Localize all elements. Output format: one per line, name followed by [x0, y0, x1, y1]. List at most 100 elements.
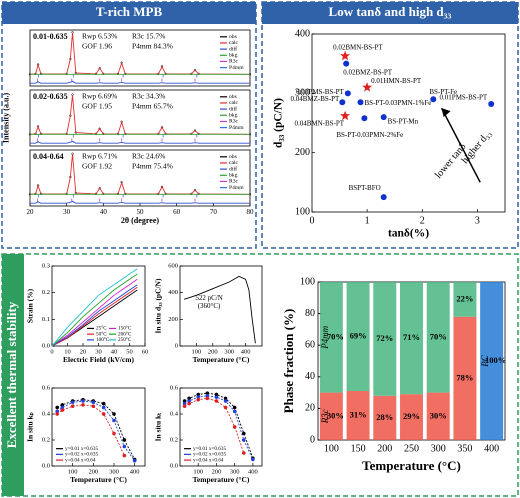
fit-stat: GOF 1.92 — [82, 162, 112, 171]
series-line — [184, 397, 245, 454]
legend-label: calc — [229, 100, 239, 106]
y-axis-label: In situ d₃₃ (pC/N) — [153, 278, 162, 333]
x-tick-label: 0 — [50, 348, 53, 355]
value-label: 71% — [403, 332, 420, 342]
y-tick-label: 0.1 — [42, 316, 50, 323]
panel-label: 0.01-0.635 — [33, 32, 68, 41]
data-point — [232, 425, 237, 429]
data-point — [70, 400, 75, 405]
y-tick-label: 60 — [305, 339, 315, 350]
y-axis-label: Intensity (a.u.) — [2, 93, 11, 144]
series-line — [30, 200, 250, 204]
point-label: 0.01PMS-BS-PT — [440, 94, 488, 102]
data-point — [193, 129, 197, 132]
x-tick-label: 20 — [80, 348, 87, 355]
plot-frame — [29, 89, 251, 147]
data-point — [488, 101, 495, 108]
x-tick-label: 30 — [95, 348, 102, 355]
y-tick-label: 0.0 — [42, 342, 50, 349]
data-point — [223, 405, 228, 410]
value-label: 31% — [350, 409, 367, 419]
legend-label: y=0.04 x=0.64 — [193, 457, 224, 463]
data-point — [122, 444, 127, 449]
data-point — [340, 110, 350, 121]
x-tick-label: 300 — [431, 443, 446, 454]
panel-label: 0.04-0.64 — [33, 152, 64, 161]
fit-stat: P4mm 65.7% — [132, 102, 173, 111]
y-tick-label: 100 — [300, 276, 315, 287]
x-tick-label: 200 — [208, 348, 218, 355]
legend-label: bkg — [229, 173, 238, 179]
y-tick-label: 200 — [295, 147, 310, 158]
legend-label: y=0.02 x=0.635 — [65, 452, 98, 458]
y-tick-label: 0.3 — [42, 262, 50, 269]
value-label: 29% — [403, 411, 420, 421]
data-point — [112, 431, 116, 436]
data-point — [55, 412, 60, 416]
plot-frame — [29, 149, 251, 207]
legend-label: 200°C — [118, 330, 132, 337]
y-tick-label: 0.2 — [42, 289, 50, 296]
legend-label: P4mm — [229, 125, 244, 131]
point-label: 0.02BMN-BS-PT — [333, 44, 383, 52]
data-point — [193, 68, 197, 72]
bar-segment — [346, 282, 370, 392]
x-tick-label: 100 — [192, 348, 202, 355]
data-point — [362, 82, 373, 92]
value-label: 69% — [350, 330, 367, 340]
legend-label: R3c — [229, 59, 239, 65]
x-tick-label: 400 — [484, 443, 499, 454]
data-point — [81, 399, 85, 403]
point-label: 0.04BMN-BS-PT — [294, 119, 344, 127]
legend-label: 250°C — [118, 336, 132, 343]
legend-label: diff — [229, 45, 237, 52]
series-line — [51, 278, 138, 347]
data-point — [193, 188, 197, 192]
y-tick-label: 0.6 — [170, 384, 179, 391]
y-tick-label: 0.0 — [42, 462, 50, 469]
legend-label: obs — [229, 154, 237, 160]
fit-stat: Rwp 6.53% — [82, 32, 117, 41]
x-tick-label: 10 — [64, 348, 71, 355]
data-point — [361, 115, 368, 122]
series-line — [51, 273, 138, 347]
data-point — [98, 127, 101, 130]
data-point — [232, 409, 237, 414]
y-tick-label: 400 — [168, 289, 178, 296]
arrow-head — [441, 108, 451, 118]
value-label: 30% — [327, 410, 344, 420]
y-axis-label: Strain (%) — [25, 288, 34, 323]
legend-label: calc — [229, 160, 239, 166]
x-tick-label: 100 — [68, 468, 78, 475]
y-tick-label: 100 — [295, 206, 310, 217]
point-label: BS-PT-0.03PMN-2%Fe — [336, 131, 403, 139]
series-line — [51, 284, 138, 347]
x-tick-label: 350 — [457, 443, 472, 454]
plot-frame — [29, 29, 251, 87]
x-axis-label: Temperature (°C) — [70, 475, 127, 484]
series-line — [30, 140, 250, 144]
x-tick-label: 60 — [142, 348, 149, 355]
y-tick-label: 0.4 — [170, 410, 179, 417]
data-point — [60, 408, 65, 412]
fit-stat: Rwp 6.69% — [82, 92, 117, 101]
y-tick-label: 80 — [305, 308, 315, 319]
x-tick-label: 1 — [365, 215, 370, 226]
legend-label: calc — [229, 40, 239, 46]
x-tick-label: 50 — [137, 208, 145, 216]
header-title: Excellent thermal stability — [4, 301, 19, 448]
data-point — [196, 397, 201, 402]
x-tick-label: 0 — [310, 215, 315, 226]
x-axis-label: 2θ (degree) — [121, 216, 160, 225]
data-point — [132, 458, 137, 463]
x-axis-label: Electric Field (kV/cm) — [63, 355, 134, 364]
legend-label: bkg — [229, 113, 238, 119]
x-tick-label: 200 — [212, 468, 222, 475]
data-point — [241, 431, 246, 436]
data-point — [430, 96, 437, 103]
bar-segment — [426, 282, 450, 393]
point-label: 0.01HMN-BS-PT — [371, 77, 422, 85]
y-tick-label: 0 — [310, 434, 315, 445]
fit-stat: P4mm 84.3% — [132, 42, 173, 51]
point-label: BSPT-BFO — [349, 184, 381, 192]
